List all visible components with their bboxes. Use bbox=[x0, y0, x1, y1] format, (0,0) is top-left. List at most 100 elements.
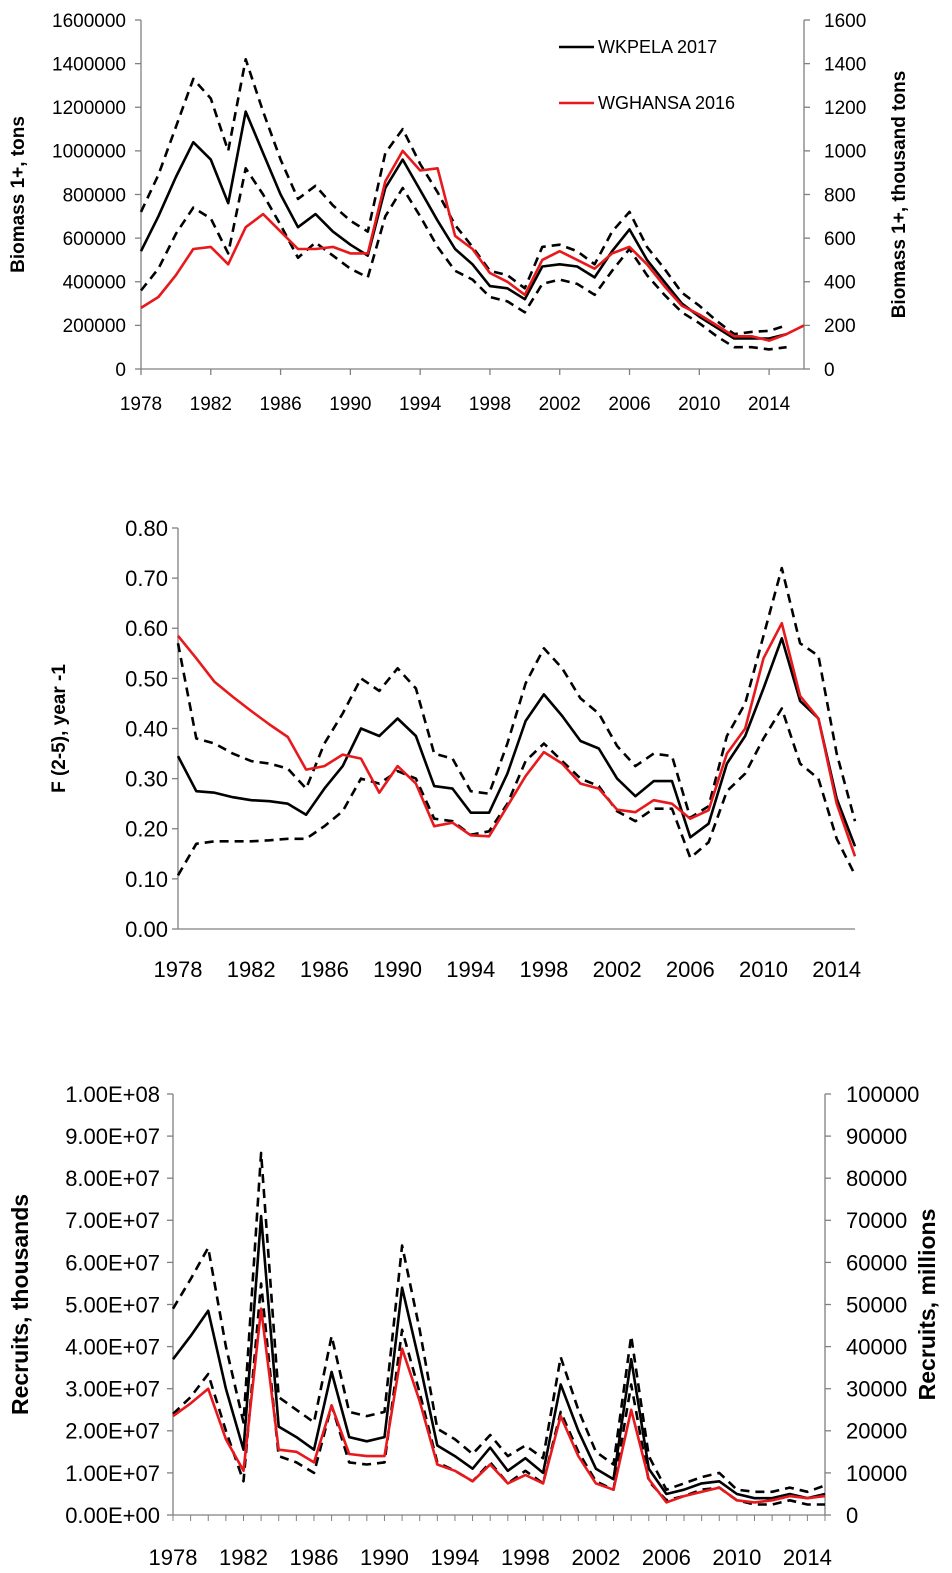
y-axis-title: Recruits, thousands bbox=[7, 1194, 33, 1415]
y-tick-label: 0.40 bbox=[125, 716, 168, 741]
right-y-axis-title: Recruits, millions bbox=[914, 1209, 940, 1401]
x-tick-label: 2006 bbox=[642, 1545, 691, 1570]
y-axis-title: F (2-5), year -1 bbox=[49, 664, 70, 793]
y-tick-label: 600000 bbox=[63, 229, 126, 250]
series-line-confidence-bound-2 bbox=[176, 707, 857, 877]
x-tick-label: 1990 bbox=[329, 394, 371, 415]
right-y-tick-label: 60000 bbox=[846, 1250, 907, 1275]
x-tick-label: 1978 bbox=[149, 1545, 198, 1570]
right-y-tick-label: 50000 bbox=[846, 1292, 907, 1317]
y-tick-label: 0 bbox=[115, 360, 126, 381]
right-y-tick-label: 600 bbox=[824, 229, 856, 250]
y-tick-label: 1200000 bbox=[52, 98, 126, 119]
x-tick-label: 2014 bbox=[812, 957, 861, 982]
series-line-wghansa-2016 bbox=[140, 149, 805, 342]
right-y-tick-label: 90000 bbox=[846, 1124, 907, 1149]
x-tick-label: 2002 bbox=[571, 1545, 620, 1570]
x-tick-label: 1982 bbox=[227, 957, 276, 982]
legend: WKPELA 2017 WGHANSA 2016 bbox=[559, 37, 735, 113]
x-tick-label: 2010 bbox=[712, 1545, 761, 1570]
x-tick-label: 2014 bbox=[783, 1545, 832, 1570]
legend-label: WKPELA 2017 bbox=[598, 37, 717, 57]
right-y-tick-label: 40000 bbox=[846, 1335, 907, 1360]
y-tick-label: 0.60 bbox=[125, 616, 168, 641]
y-tick-label: 400000 bbox=[63, 273, 126, 294]
right-y-tick-label: 80000 bbox=[846, 1166, 907, 1191]
y-tick-label: 6.00E+07 bbox=[65, 1250, 160, 1275]
y-axis-title: Biomass 1+, tons bbox=[8, 116, 29, 273]
right-y-tick-label: 100000 bbox=[846, 1082, 919, 1107]
right-y-tick-label: 1000 bbox=[824, 142, 866, 163]
x-tick-label: 1990 bbox=[373, 957, 422, 982]
series-line-confidence-bound-1 bbox=[171, 1151, 826, 1494]
right-y-tick-label: 20000 bbox=[846, 1419, 907, 1444]
right-y-tick-label: 1400 bbox=[824, 54, 866, 75]
y-tick-label: 800000 bbox=[63, 185, 126, 206]
y-tick-label: 0.50 bbox=[125, 666, 168, 691]
right-y-tick-label: 0 bbox=[824, 360, 835, 381]
x-tick-label: 1986 bbox=[289, 1545, 338, 1570]
right-y-tick-label: 70000 bbox=[846, 1208, 907, 1233]
x-tick-label: 2014 bbox=[748, 394, 791, 415]
right-y-tick-label: 0 bbox=[846, 1503, 858, 1528]
series-line-confidence-bound-1 bbox=[176, 566, 857, 822]
right-y-tick-label: 200 bbox=[824, 316, 856, 337]
x-tick-label: 1982 bbox=[190, 394, 232, 415]
x-tick-label: 1994 bbox=[399, 394, 442, 415]
x-tick-label: 1998 bbox=[501, 1545, 550, 1570]
x-tick-label: 2002 bbox=[593, 957, 642, 982]
chart-panel-3: 0.00E+00 1.00E+07 2.00E+07 3.00E+07 4.00E+07… bbox=[7, 1082, 940, 1570]
y-tick-label: 2.00E+07 bbox=[65, 1419, 160, 1444]
y-tick-label: 0.80 bbox=[125, 516, 168, 541]
y-tick-label: 3.00E+07 bbox=[65, 1377, 160, 1402]
series-line-wkpela-2017 bbox=[139, 110, 787, 340]
x-tick-label: 2006 bbox=[608, 394, 650, 415]
right-y-tick-label: 800 bbox=[824, 185, 856, 206]
y-tick-label: 0.70 bbox=[125, 566, 168, 591]
x-tick-label: 1990 bbox=[360, 1545, 409, 1570]
x-tick-label: 1998 bbox=[469, 394, 511, 415]
y-tick-label: 1000000 bbox=[52, 142, 126, 163]
x-tick-label: 1998 bbox=[519, 957, 568, 982]
legend-label: WGHANSA 2016 bbox=[598, 93, 735, 113]
x-tick-label: 2010 bbox=[739, 957, 788, 982]
y-tick-label: 0.20 bbox=[125, 817, 168, 842]
right-y-tick-label: 30000 bbox=[846, 1377, 907, 1402]
series-line-confidence-bound-2 bbox=[139, 167, 787, 351]
right-y-tick-label: 10000 bbox=[846, 1461, 907, 1486]
y-tick-label: 0.00E+00 bbox=[65, 1503, 160, 1528]
y-tick-label: 8.00E+07 bbox=[65, 1166, 160, 1191]
x-tick-label: 1978 bbox=[154, 957, 203, 982]
y-tick-label: 5.00E+07 bbox=[65, 1292, 160, 1317]
series-line-wkpela-2017 bbox=[176, 636, 857, 847]
series-line-confidence-bound-1 bbox=[139, 57, 787, 336]
chart-panel-2: 0.00 0.10 0.20 0.30 0.40 0.50 0.60 0.70 0.80 1978… bbox=[49, 516, 861, 982]
y-tick-label: 4.00E+07 bbox=[65, 1335, 160, 1360]
y-tick-label: 1.00E+07 bbox=[65, 1461, 160, 1486]
right-y-axis-title: Biomass 1+, thousand tons bbox=[889, 71, 910, 319]
right-y-tick-label: 1200 bbox=[824, 98, 866, 119]
y-tick-label: 0.00 bbox=[125, 917, 168, 942]
x-tick-label: 1986 bbox=[300, 957, 349, 982]
x-tick-label: 2010 bbox=[678, 394, 720, 415]
chart-panel-1: 0 200000 400000 600000 800000 1000000 1200000 1… bbox=[8, 11, 910, 415]
x-tick-label: 2002 bbox=[539, 394, 581, 415]
series-line-wkpela-2017 bbox=[171, 1214, 826, 1500]
x-tick-label: 1982 bbox=[219, 1545, 268, 1570]
series-line-wghansa-2016 bbox=[176, 621, 857, 857]
x-tick-label: 1986 bbox=[259, 394, 301, 415]
x-tick-label: 1994 bbox=[430, 1545, 479, 1570]
y-tick-label: 7.00E+07 bbox=[65, 1208, 160, 1233]
series-line-confidence-bound-2 bbox=[172, 1282, 825, 1506]
x-tick-label: 1978 bbox=[120, 394, 162, 415]
series-line-wghansa-2016 bbox=[172, 1307, 826, 1504]
x-tick-label: 1994 bbox=[446, 957, 495, 982]
y-tick-label: 1.00E+08 bbox=[65, 1082, 160, 1107]
right-y-tick-label: 1600 bbox=[824, 11, 866, 32]
y-tick-label: 9.00E+07 bbox=[65, 1124, 160, 1149]
right-y-tick-label: 400 bbox=[824, 273, 856, 294]
x-tick-label: 2006 bbox=[666, 957, 715, 982]
y-tick-label: 0.30 bbox=[125, 767, 168, 792]
